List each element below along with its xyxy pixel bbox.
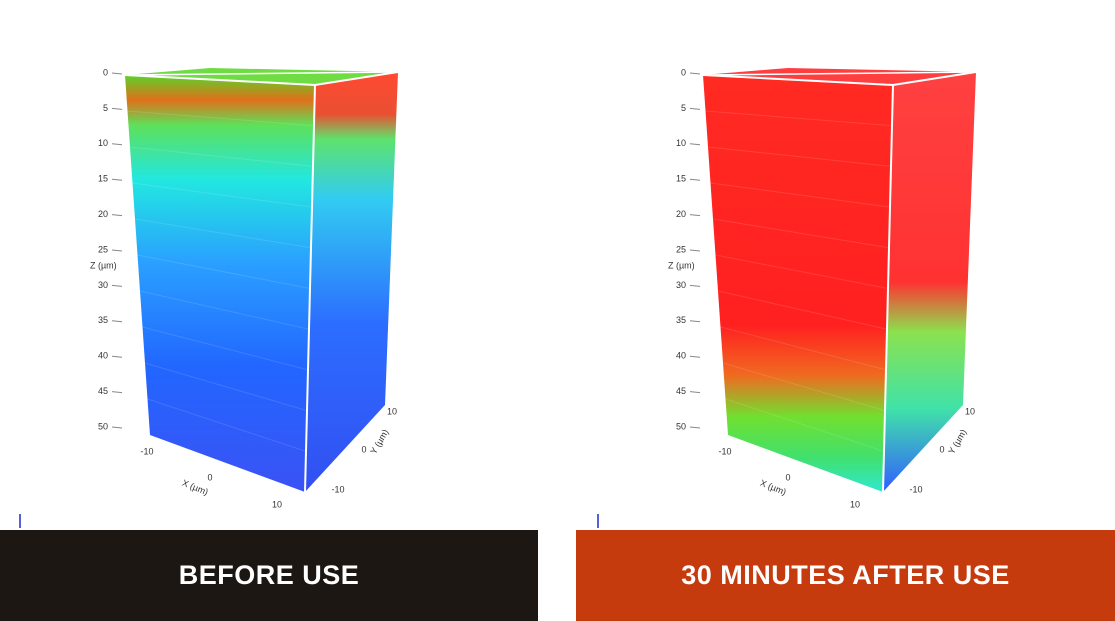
z-tick-label: 10 <box>98 138 108 148</box>
z-tick <box>111 391 123 394</box>
box-edge <box>882 84 894 493</box>
y-tick-label: 0 <box>361 444 366 454</box>
cell-line <box>132 182 313 208</box>
z-tick-label: 20 <box>98 209 108 219</box>
z-tick-label: 50 <box>676 421 686 431</box>
z-tick-label: 5 <box>681 103 686 113</box>
z-tick-label: 25 <box>676 244 686 254</box>
cell-line <box>137 254 311 289</box>
z-tick <box>111 320 123 323</box>
cell-line <box>707 146 892 167</box>
z-tick-label: 0 <box>681 67 686 77</box>
x-axis-label: X (µm) <box>181 478 210 497</box>
z-tick-label: 40 <box>676 351 686 361</box>
z-tick <box>689 249 701 252</box>
z-tick-label: 30 <box>676 280 686 290</box>
z-tick-label: 15 <box>98 174 108 184</box>
cell-line <box>725 398 885 452</box>
z-tick <box>689 214 701 217</box>
cell-line <box>142 326 309 371</box>
cell-line <box>147 398 307 452</box>
box-edge <box>124 71 399 76</box>
box-edge <box>304 84 316 493</box>
cell-line <box>715 254 889 289</box>
z-tick <box>689 391 701 394</box>
z-tick-label: 20 <box>676 209 686 219</box>
caption-after: 30 MINUTES AFTER USE <box>576 530 1115 621</box>
z-tick-label: 0 <box>103 67 108 77</box>
z-tick-label: 30 <box>98 280 108 290</box>
x-tick-label: 0 <box>785 472 790 482</box>
z-tick-label: 35 <box>98 315 108 325</box>
cell-line <box>134 218 312 249</box>
x-tick-label: 10 <box>272 499 282 509</box>
z-tick <box>111 426 123 429</box>
y-axis-label: Y (µm) <box>368 427 390 455</box>
z-tick <box>689 107 701 110</box>
y-tick-label: -10 <box>331 484 344 494</box>
cell-line <box>720 326 887 371</box>
cell-line <box>712 218 890 249</box>
x-tick-label: 0 <box>207 472 212 482</box>
z-tick-label: 10 <box>676 138 686 148</box>
front-face <box>703 75 893 492</box>
z-tick <box>111 143 123 146</box>
x-tick-label: -10 <box>140 446 153 456</box>
z-axis-label: Z (µm) <box>668 260 695 270</box>
x-tick-label: 10 <box>850 499 860 509</box>
z-tick <box>111 214 123 217</box>
z-tick <box>111 178 123 181</box>
z-tick <box>111 249 123 252</box>
y-tick-label: 10 <box>965 406 975 416</box>
y-tick-label: 10 <box>387 406 397 416</box>
cell-line <box>705 110 893 127</box>
z-tick <box>111 107 123 110</box>
z-tick <box>689 355 701 358</box>
z-tick <box>111 72 123 75</box>
z-tick <box>111 284 123 287</box>
z-tick <box>689 320 701 323</box>
cell-line <box>129 146 314 167</box>
y-tick-label: -10 <box>909 484 922 494</box>
z-tick-label: 45 <box>98 386 108 396</box>
z-tick-label: 25 <box>98 244 108 254</box>
cell-line <box>722 362 886 412</box>
z-axis-label: Z (µm) <box>90 260 117 270</box>
z-tick-label: 35 <box>676 315 686 325</box>
z-tick-label: 5 <box>103 103 108 113</box>
z-tick <box>689 143 701 146</box>
side-face <box>305 72 398 492</box>
cell-line <box>710 182 891 208</box>
x-tick-label: -10 <box>718 446 731 456</box>
z-tick <box>689 284 701 287</box>
x-axis-label: X (µm) <box>759 478 788 497</box>
caption-before: BEFORE USE <box>0 530 538 621</box>
side-face <box>883 72 976 492</box>
z-tick <box>689 72 701 75</box>
z-tick-label: 45 <box>676 386 686 396</box>
cell-line <box>127 110 315 127</box>
z-tick <box>689 178 701 181</box>
z-tick <box>111 355 123 358</box>
front-face <box>125 75 315 492</box>
box-edge <box>702 71 977 76</box>
cell-line <box>717 290 888 330</box>
y-axis-label: Y (µm) <box>946 427 968 455</box>
cell-line <box>139 290 310 330</box>
z-tick-label: 40 <box>98 351 108 361</box>
z-tick-label: 15 <box>676 174 686 184</box>
cell-line <box>144 362 308 412</box>
z-tick-label: 50 <box>98 421 108 431</box>
z-tick <box>689 426 701 429</box>
y-tick-label: 0 <box>939 444 944 454</box>
